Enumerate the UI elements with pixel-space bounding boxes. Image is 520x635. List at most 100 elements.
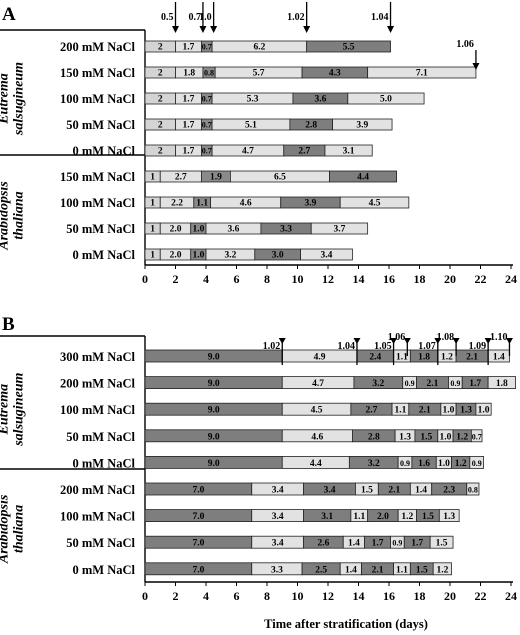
bar-segment-label: 5.3 <box>247 95 259 105</box>
bar-segment-label: 4.5 <box>369 199 381 209</box>
bar-segment-label: 1.7 <box>183 95 195 105</box>
bar-segment-label: 2.5 <box>315 565 327 575</box>
bar-segment-label: 3.4 <box>324 486 336 496</box>
bar-segment-label: 9.0 <box>208 353 220 363</box>
stage-arrow-label: 1.06 <box>388 332 406 343</box>
bar-segment-label: 4.4 <box>310 459 322 469</box>
stage-arrow-label: 1.09 <box>469 341 487 352</box>
stage-arrow-label: 1.0 <box>199 12 212 23</box>
bar-segment-label: 2.1 <box>372 565 384 575</box>
bar-segment-label: 2.0 <box>170 225 182 235</box>
bar-segment <box>332 118 393 131</box>
bar-segment-label: 2.2 <box>171 199 183 209</box>
bar-segment-label: 0.7 <box>202 121 212 130</box>
stage-arrow-label: 1.08 <box>437 332 455 343</box>
bar-segment-label: 0.9 <box>400 459 410 468</box>
x-tick-label: 18 <box>414 589 426 603</box>
panel-letter-B: B <box>2 314 15 335</box>
bar-segment-label: 3.9 <box>305 199 317 209</box>
bar-segment-label: 1.1 <box>396 565 408 575</box>
bar-segment-label: 1.0 <box>478 406 490 416</box>
bar-segment-label: 2.0 <box>377 512 389 522</box>
bar-segment-label: 9.0 <box>208 432 220 442</box>
stage-arrow-label: 1.02 <box>263 341 281 352</box>
bar-segment-label: 1 <box>150 173 155 183</box>
bar-segment-label: 3.3 <box>271 565 283 575</box>
stage-arrow-head <box>210 26 218 33</box>
bar-segment-label: 6.2 <box>253 43 265 53</box>
bar-segment-label: 1.1 <box>395 406 407 416</box>
bar-segment-label: 4.4 <box>357 173 369 183</box>
bar-segment-label: 2.7 <box>298 147 310 157</box>
row-label: 0 mM NaCl <box>73 456 136 470</box>
bar-segment-label: 1.3 <box>399 432 411 442</box>
group-label-line: thaliana <box>12 505 27 553</box>
bar-segment-label: 0.9 <box>450 379 460 388</box>
bar-segment-label: 4.3 <box>329 69 341 79</box>
bar-segment-label: 2.0 <box>170 251 182 261</box>
bar-segment-label: 1.4 <box>415 486 427 496</box>
bar-segment-label: 3.2 <box>368 459 380 469</box>
x-tick-label: 2 <box>173 272 179 286</box>
group-label-line: Eutrema <box>0 73 12 125</box>
stage-arrow-head <box>387 26 395 33</box>
bar-segment-label: 1.7 <box>183 121 195 131</box>
row-label: 200 mM NaCl <box>60 40 136 54</box>
bar-segment-label: 1.7 <box>469 379 481 389</box>
bar-segment-label: 3.4 <box>272 539 284 549</box>
bar-segment <box>367 66 477 79</box>
bar-segment-label: 1.4 <box>348 539 360 549</box>
bar-segment-label: 1.9 <box>210 173 222 183</box>
bar-segment-label: 1.5 <box>420 432 432 442</box>
bar-segment <box>470 429 483 443</box>
stage-arrow-head <box>452 338 460 344</box>
bar-segment-label: 7.0 <box>192 486 204 496</box>
bar-segment-label: 2 <box>158 147 163 157</box>
bar-segment-label: 1.1 <box>353 512 365 522</box>
bar-segment-label: 4.6 <box>240 199 252 209</box>
group-label-line: salsugineum <box>12 62 27 136</box>
group-label-line: Arabidopsis <box>0 181 12 251</box>
row-label: 0 mM NaCl <box>73 248 136 262</box>
stage-arrow-label: 1.04 <box>337 341 355 352</box>
bar-segment-label: 6.5 <box>274 173 286 183</box>
group-label-line: salsugineum <box>12 373 27 447</box>
bar-segment-label: 1 <box>150 251 155 261</box>
bar-segment-label: 9.0 <box>208 459 220 469</box>
bar-segment-label: 1.7 <box>372 539 384 549</box>
x-tick-label: 6 <box>234 272 240 286</box>
bar-segment-label: 3.4 <box>272 512 284 522</box>
row-label: 0 mM NaCl <box>73 144 136 158</box>
bar-segment-label: 1.7 <box>183 43 195 53</box>
bar-segment-label: 3.3 <box>280 225 292 235</box>
group-label: Arabidopsis thaliana <box>0 494 27 564</box>
x-tick-label: 10 <box>292 589 304 603</box>
x-tick-label: 22 <box>475 272 487 286</box>
bar-segment-label: 0.7 <box>202 95 212 104</box>
bar-segment-label: 1.8 <box>496 379 508 389</box>
bar-segment-label: 1.5 <box>416 565 428 575</box>
row-label: 100 mM NaCl <box>60 92 136 106</box>
stage-arrow-head <box>199 26 207 33</box>
stage-arrow-head <box>434 338 442 344</box>
row-label: 200 mM NaCl <box>60 483 136 497</box>
stage-arrow-label: 0.5 <box>161 12 174 23</box>
bar-segment-label: 1.7 <box>183 147 195 157</box>
group-label: Eutrema salsugineum <box>0 373 27 447</box>
stage-arrow-label: 1.04 <box>371 12 389 23</box>
bar-segment-label: 0.9 <box>472 459 482 468</box>
bar-segment-label: 5.1 <box>245 121 257 131</box>
x-tick-label: 12 <box>322 272 334 286</box>
stage-arrow-label: 1.02 <box>287 12 305 23</box>
x-tick-label: 6 <box>234 589 240 603</box>
bar-segment-label: 1.2 <box>441 353 453 363</box>
x-tick-label: 12 <box>322 589 334 603</box>
bar-segment-label: 7.0 <box>192 539 204 549</box>
x-axis-title: Time after stratification (days) <box>264 617 428 631</box>
bar-segment-label: 3.0 <box>272 251 284 261</box>
bar-segment-label: 1.2 <box>455 459 467 469</box>
x-tick-label: 16 <box>383 589 395 603</box>
bar-segment-label: 0.7 <box>472 432 482 441</box>
bar-segment <box>469 455 484 469</box>
